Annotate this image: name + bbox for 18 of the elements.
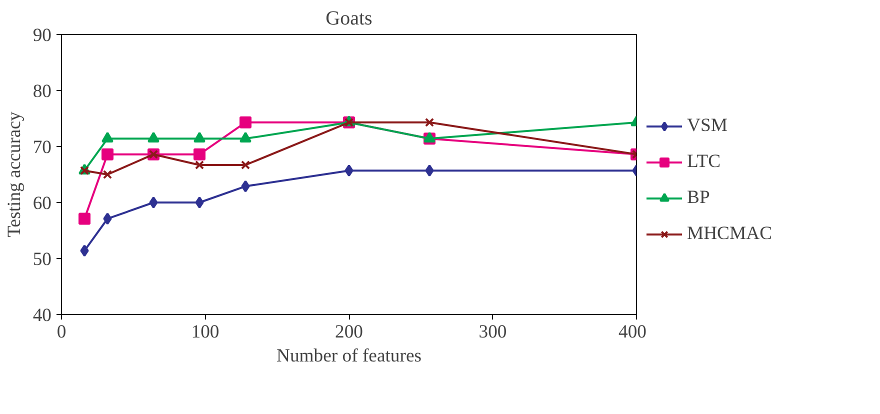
x-tick-label: 300: [478, 322, 507, 342]
x-axis-title: Number of features: [276, 346, 422, 366]
legend-label: VSM: [687, 114, 728, 136]
legend-label: LTC: [687, 150, 721, 172]
y-tick-label: 60: [32, 193, 52, 214]
legend-label: MHCMAC: [687, 222, 772, 244]
x-tick-label: 400: [618, 322, 646, 342]
x-tick-label: 200: [335, 322, 363, 342]
y-tick-label: 90: [32, 25, 52, 46]
legend-label: BP: [687, 186, 710, 208]
chart-title: Goats: [326, 8, 373, 30]
y-tick-label: 70: [32, 137, 52, 158]
x-tick-label: 100: [191, 322, 220, 342]
y-tick-label: 80: [32, 81, 52, 102]
y-axis-title: Testing accuracy: [4, 111, 25, 238]
x-tick-label: 0: [56, 322, 66, 342]
y-tick-label: 40: [32, 305, 52, 326]
y-tick-label: 50: [32, 249, 52, 270]
